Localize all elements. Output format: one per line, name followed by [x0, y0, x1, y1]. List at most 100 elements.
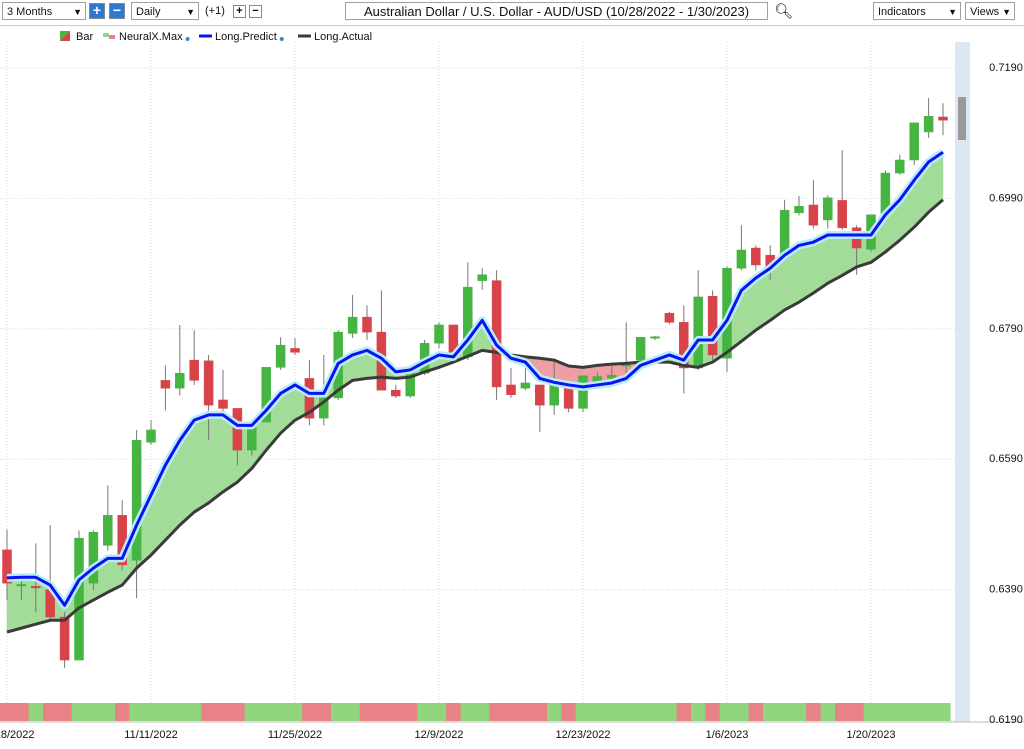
signal-segment	[143, 703, 159, 721]
signal-segment	[302, 703, 317, 721]
signal-segment	[907, 703, 922, 721]
signal-segment	[590, 703, 605, 721]
line-series	[6, 150, 944, 607]
candle-body	[103, 515, 113, 546]
y-tick-label: 0.6990	[989, 192, 1023, 204]
signal-segment	[719, 703, 735, 721]
views-text: Views	[970, 6, 1000, 18]
signal-segment	[662, 703, 677, 721]
signal-segment	[878, 703, 893, 721]
signal-segment	[158, 703, 173, 721]
legend-icon	[60, 31, 70, 41]
candle-body	[635, 337, 646, 361]
candle-body	[909, 122, 919, 161]
signal-segment	[863, 703, 879, 721]
signal-segment	[417, 703, 433, 721]
search-icon[interactable]: 🔍︎	[774, 3, 794, 20]
interval-select[interactable]: Daily ▼	[131, 2, 199, 20]
candle-body	[203, 360, 214, 406]
candle-body	[290, 348, 300, 353]
band-fill	[193, 414, 209, 513]
candle-body	[578, 375, 588, 409]
signal-segment	[561, 703, 577, 721]
signal-segment	[100, 703, 116, 721]
candle-body	[175, 372, 185, 389]
signal-segment	[0, 703, 15, 721]
signal-segment	[14, 703, 29, 721]
offset-minus[interactable]: −	[249, 5, 262, 18]
indicators-select[interactable]: Indicators ▼	[873, 2, 961, 20]
scrollbar-thumb	[958, 97, 966, 140]
candle-body	[895, 159, 905, 174]
signal-segment	[71, 703, 87, 721]
signal-segment	[820, 703, 836, 721]
candle-body	[477, 274, 487, 281]
x-tick-label: 10/28/2022	[0, 729, 35, 741]
zoom-out[interactable]: −	[109, 3, 125, 19]
candle-body	[319, 397, 329, 419]
signal-segment	[935, 703, 951, 721]
candle-body	[31, 586, 41, 589]
views-select[interactable]: Views ▼	[965, 2, 1015, 20]
candle-body	[607, 374, 617, 379]
zoom-in[interactable]: +	[89, 3, 105, 19]
candle-body	[261, 367, 271, 423]
signal-segment	[388, 703, 404, 721]
signal-segment	[374, 703, 389, 721]
period-select[interactable]: 3 Months ▼	[2, 2, 86, 20]
signal-segment	[676, 703, 692, 721]
signal-segment	[619, 703, 634, 721]
candle-body	[693, 296, 703, 369]
candle-body	[189, 359, 199, 381]
signal-segment	[28, 703, 44, 721]
candle-body	[506, 384, 516, 395]
legend-label: Bar	[76, 31, 93, 43]
signal-segment	[115, 703, 130, 721]
signal-segment	[403, 703, 418, 721]
candle-body	[823, 197, 833, 221]
signal-segment	[259, 703, 274, 721]
signal-segment	[230, 703, 245, 721]
signal-segment	[849, 703, 865, 721]
legend-dot	[279, 37, 284, 41]
candle-body	[275, 344, 286, 368]
candle-body	[650, 336, 660, 339]
signal-segment	[446, 703, 461, 721]
y-tick-label: 0.6390	[989, 584, 1023, 596]
signal-segment	[647, 703, 663, 721]
legend-label: Long.Actual	[314, 31, 372, 43]
symbol-box[interactable]: Australian Dollar / U.S. Dollar - AUD/US…	[345, 2, 768, 20]
candle-body	[131, 440, 142, 561]
candle-body	[391, 389, 401, 397]
x-tick-label: 1/6/2023	[706, 729, 749, 741]
signal-segment	[201, 703, 217, 721]
x-tick-label: 11/25/2022	[268, 729, 322, 741]
signal-segment	[331, 703, 346, 721]
candle-body	[362, 316, 372, 333]
signal-segment	[691, 703, 706, 721]
legend-dot	[185, 37, 190, 41]
signal-segment	[503, 703, 519, 721]
line-series	[6, 198, 944, 634]
y-tick-label: 0.6790	[989, 323, 1023, 335]
signal-segment	[431, 703, 447, 721]
signal-segment	[921, 703, 937, 721]
candle-body	[88, 532, 99, 584]
signal-segment	[345, 703, 361, 721]
signal-segment	[705, 703, 721, 721]
candle-body	[837, 200, 847, 229]
signal-segment	[835, 703, 850, 721]
signal-segment	[748, 703, 764, 721]
candle-body	[664, 312, 675, 323]
signal-segment	[532, 703, 548, 721]
candle-body	[923, 116, 934, 133]
candle-body	[736, 249, 747, 269]
signal-segment	[287, 703, 303, 721]
signal-segment	[604, 703, 620, 721]
x-tick-label: 1/20/2023	[847, 729, 896, 741]
signal-segment	[86, 703, 101, 721]
candle-body	[520, 382, 531, 389]
signal-segment	[460, 703, 476, 721]
offset-plus[interactable]: +	[233, 5, 246, 18]
legend-label: Long.Predict	[215, 31, 277, 43]
